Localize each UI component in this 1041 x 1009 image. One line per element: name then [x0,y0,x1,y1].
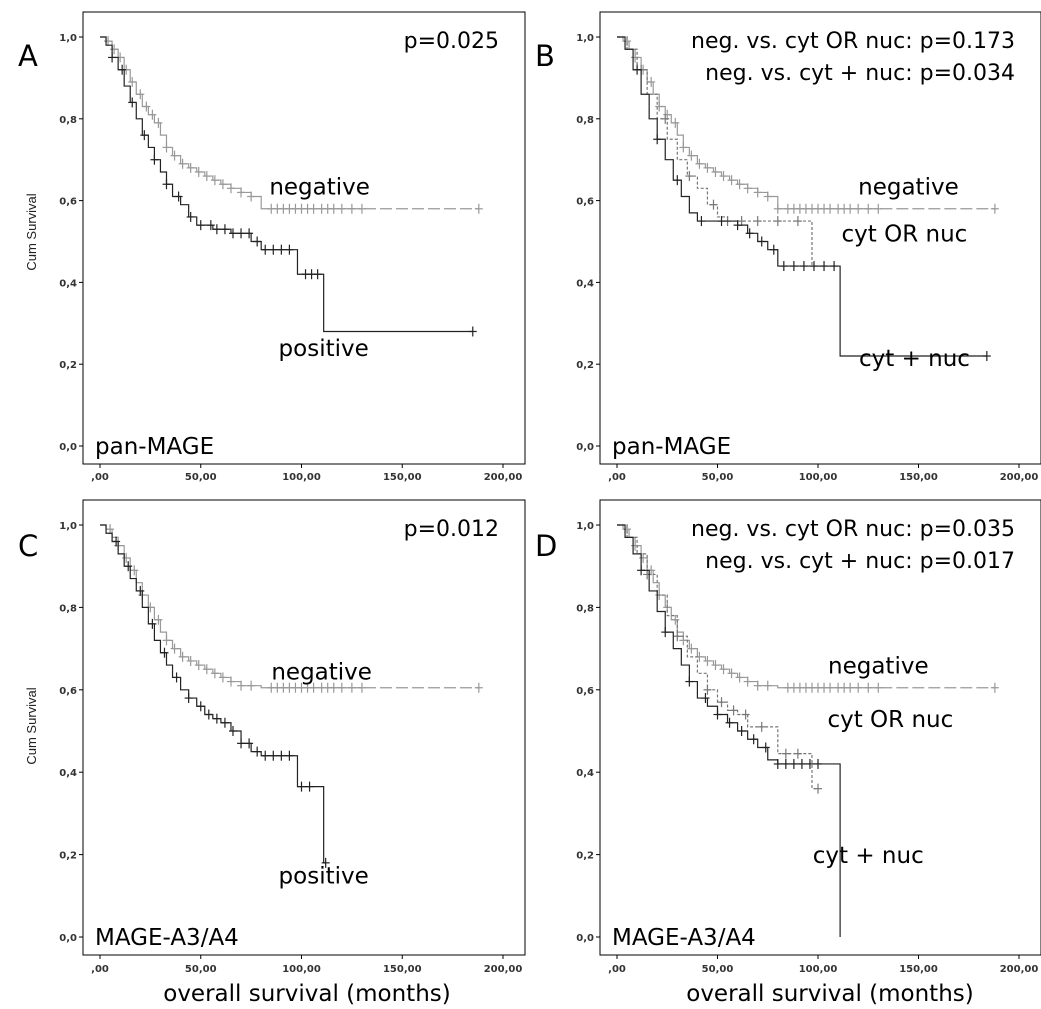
x-tick-label: 200,00 [484,472,523,483]
km-step-line [617,524,841,937]
x-tick-label: 200,00 [1000,472,1039,483]
y-tick-label: 0,0 [59,933,77,944]
series-negative [617,524,999,693]
y-tick-label: 0,0 [59,442,77,453]
x-tick-label: ,00 [91,964,109,975]
y-tick-label: 0,2 [576,360,594,371]
curve-label-cyt-or-nuc: cyt OR nuc [827,707,953,733]
y-tick-label: 0,4 [59,278,77,289]
x-axis-title-right: overall survival (months) [686,981,973,1007]
y-tick-label: 0,2 [59,360,77,371]
x-tick-label: 50,00 [185,472,217,483]
km-step-line [617,524,818,790]
curve-label-negative: negative [269,174,370,200]
y-tick-label: 0,0 [576,442,594,453]
p-value-text: neg. vs. cyt + nuc: p=0.017 [705,549,1015,574]
y-tick-label: 0,0 [576,933,594,944]
x-tick-label: 50,00 [702,472,734,483]
panel-letter: D [535,529,557,563]
x-tick-label: 150,00 [383,472,422,483]
p-value-text: neg. vs. cyt OR nuc: p=0.035 [691,517,1015,542]
series-negative [100,36,483,214]
y-tick-label: 0,8 [59,115,77,126]
panel-C: 0,0 0,2 0,4 0,6 0,8 1,0 ,00 50,00 100,00 150,00 20… [18,499,526,975]
curve-label-negative: negative [271,660,372,686]
panel-letter: C [18,529,38,563]
plot-frame [82,11,526,465]
km-step-line [617,36,839,267]
panel-letter: B [535,39,555,73]
y-tick-label: 1,0 [576,33,594,44]
plot-frame [599,499,1041,956]
curve-label-cyt-nuc: cyt + nuc [813,843,924,869]
x-tick-label: 150,00 [383,964,422,975]
plot-frame [599,11,1041,465]
x-tick-label: 50,00 [702,964,734,975]
curve-label-positive: positive [279,336,369,362]
series-positive [100,36,477,337]
series-cyt-nuc [617,524,841,937]
x-tick-label: 100,00 [799,472,838,483]
p-value-text: p=0.012 [404,517,499,542]
marker-label: MAGE-A3/A4 [612,925,756,951]
series-cyt-or-nuc [617,524,822,794]
y-tick-label: 1,0 [576,521,594,532]
marker-label: MAGE-A3/A4 [95,925,239,951]
p-value-text: neg. vs. cyt OR nuc: p=0.173 [691,29,1015,54]
curve-label-negative: negative [858,174,959,200]
curve-label-positive: positive [279,863,369,889]
panel-letter: A [18,39,38,73]
x-tick-label: 200,00 [1000,964,1039,975]
y-axis-title-top: Cum Survival [24,193,39,270]
x-axis-title-left: overall survival (months) [163,981,450,1007]
y-tick-label: 0,4 [576,278,594,289]
curve-label-cyt-nuc: cyt + nuc [859,346,970,372]
panel-B: 0,0 0,2 0,4 0,6 0,8 1,0 ,00 50,00 100,00 150,00 20… [535,11,1041,483]
y-axis-title-bottom: Cum Survival [24,687,39,764]
x-tick-label: 100,00 [282,964,321,975]
x-tick-label: 150,00 [899,472,938,483]
marker-label: pan-MAGE [612,434,731,460]
x-tick-label: ,00 [608,964,626,975]
y-tick-label: 0,2 [59,851,77,862]
y-tick-label: 0,6 [59,197,77,208]
y-tick-label: 0,6 [576,686,594,697]
y-tick-label: 0,4 [59,768,77,779]
panel-D: 0,0 0,2 0,4 0,6 0,8 1,0 ,00 50,00 100,00 150,00 20… [535,499,1041,975]
y-tick-label: 0,8 [576,115,594,126]
y-tick-label: 1,0 [59,521,77,532]
y-tick-label: 0,2 [576,851,594,862]
y-tick-label: 0,6 [59,686,77,697]
x-tick-label: 200,00 [484,964,523,975]
plot-frame [82,499,526,956]
curve-label-cyt-or-nuc: cyt OR nuc [842,222,968,248]
p-value-text: neg. vs. cyt + nuc: p=0.034 [705,61,1015,86]
km-step-line [100,524,326,864]
p-value-text: p=0.025 [404,29,499,54]
y-tick-label: 1,0 [59,33,77,44]
x-tick-label: ,00 [608,472,626,483]
series-positive [100,524,330,868]
y-tick-label: 0,6 [576,197,594,208]
y-tick-label: 0,8 [59,603,77,614]
x-tick-label: 100,00 [799,964,838,975]
y-tick-label: 0,4 [576,768,594,779]
x-tick-label: 50,00 [185,964,217,975]
x-tick-label: 100,00 [282,472,321,483]
marker-label: pan-MAGE [95,434,214,460]
series-cyt-nuc [617,36,991,362]
curve-label-negative: negative [828,653,929,679]
x-tick-label: 150,00 [899,964,938,975]
x-tick-label: ,00 [91,472,109,483]
panel-A: 0,0 0,2 0,4 0,6 0,8 1,0 ,00 50,00 100,00 150,00 20… [18,11,526,483]
km-step-line [100,36,473,333]
y-tick-label: 0,8 [576,603,594,614]
panels-group: 0,0 0,2 0,4 0,6 0,8 1,0 ,00 50,00 100,00 150,00 20… [18,11,1041,975]
